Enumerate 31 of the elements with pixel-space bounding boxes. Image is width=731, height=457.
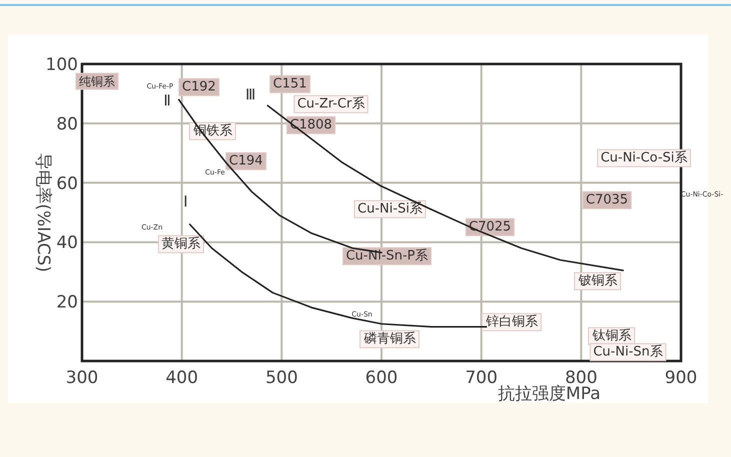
y-axis-title: 导电率(%IACS): [33, 152, 53, 272]
annotation: C151: [273, 76, 307, 92]
y-tick-label: 60: [56, 174, 78, 194]
annotation: C7035: [586, 192, 628, 208]
x-tick-label: 500: [265, 368, 298, 388]
y-tick-label: 20: [56, 292, 78, 313]
series-label: Ⅱ: [163, 92, 171, 110]
x-tick-label: 600: [365, 368, 398, 388]
y-tick-label: 80: [56, 114, 78, 134]
x-tick-label: 400: [166, 368, 198, 388]
annotation: Cu-Ni-Co-Si系: [600, 150, 688, 166]
annotation: C192: [182, 80, 216, 95]
y-tick-label: 100: [46, 55, 78, 75]
annotation: C194: [229, 154, 263, 169]
annotation: 磷青铜系: [363, 332, 416, 347]
y-tick-label: 40: [56, 233, 78, 254]
annotation: 钛铜系: [592, 328, 632, 344]
annotation: 铍铜系: [578, 274, 618, 289]
annotation: Cu-Zr-Cr系: [297, 96, 365, 112]
x-tick-label: 700: [465, 368, 498, 388]
x-tick-label: 900: [664, 368, 698, 388]
annotation: C7025: [468, 220, 512, 235]
annotation: 纯铜系: [79, 74, 115, 88]
annotation: Cu-Ni-Sn系: [593, 344, 663, 360]
x-tick-label: 300: [66, 368, 98, 388]
annotation: Cu-Ni-Si系: [358, 202, 422, 217]
annotation: 黄铜系: [162, 236, 200, 252]
annotation: Cu-Ni-Sn-P系: [346, 248, 428, 264]
series-label: Ⅲ: [245, 86, 256, 104]
annotation: 锌白铜系: [485, 314, 538, 330]
series-label: Ⅰ: [183, 192, 188, 210]
